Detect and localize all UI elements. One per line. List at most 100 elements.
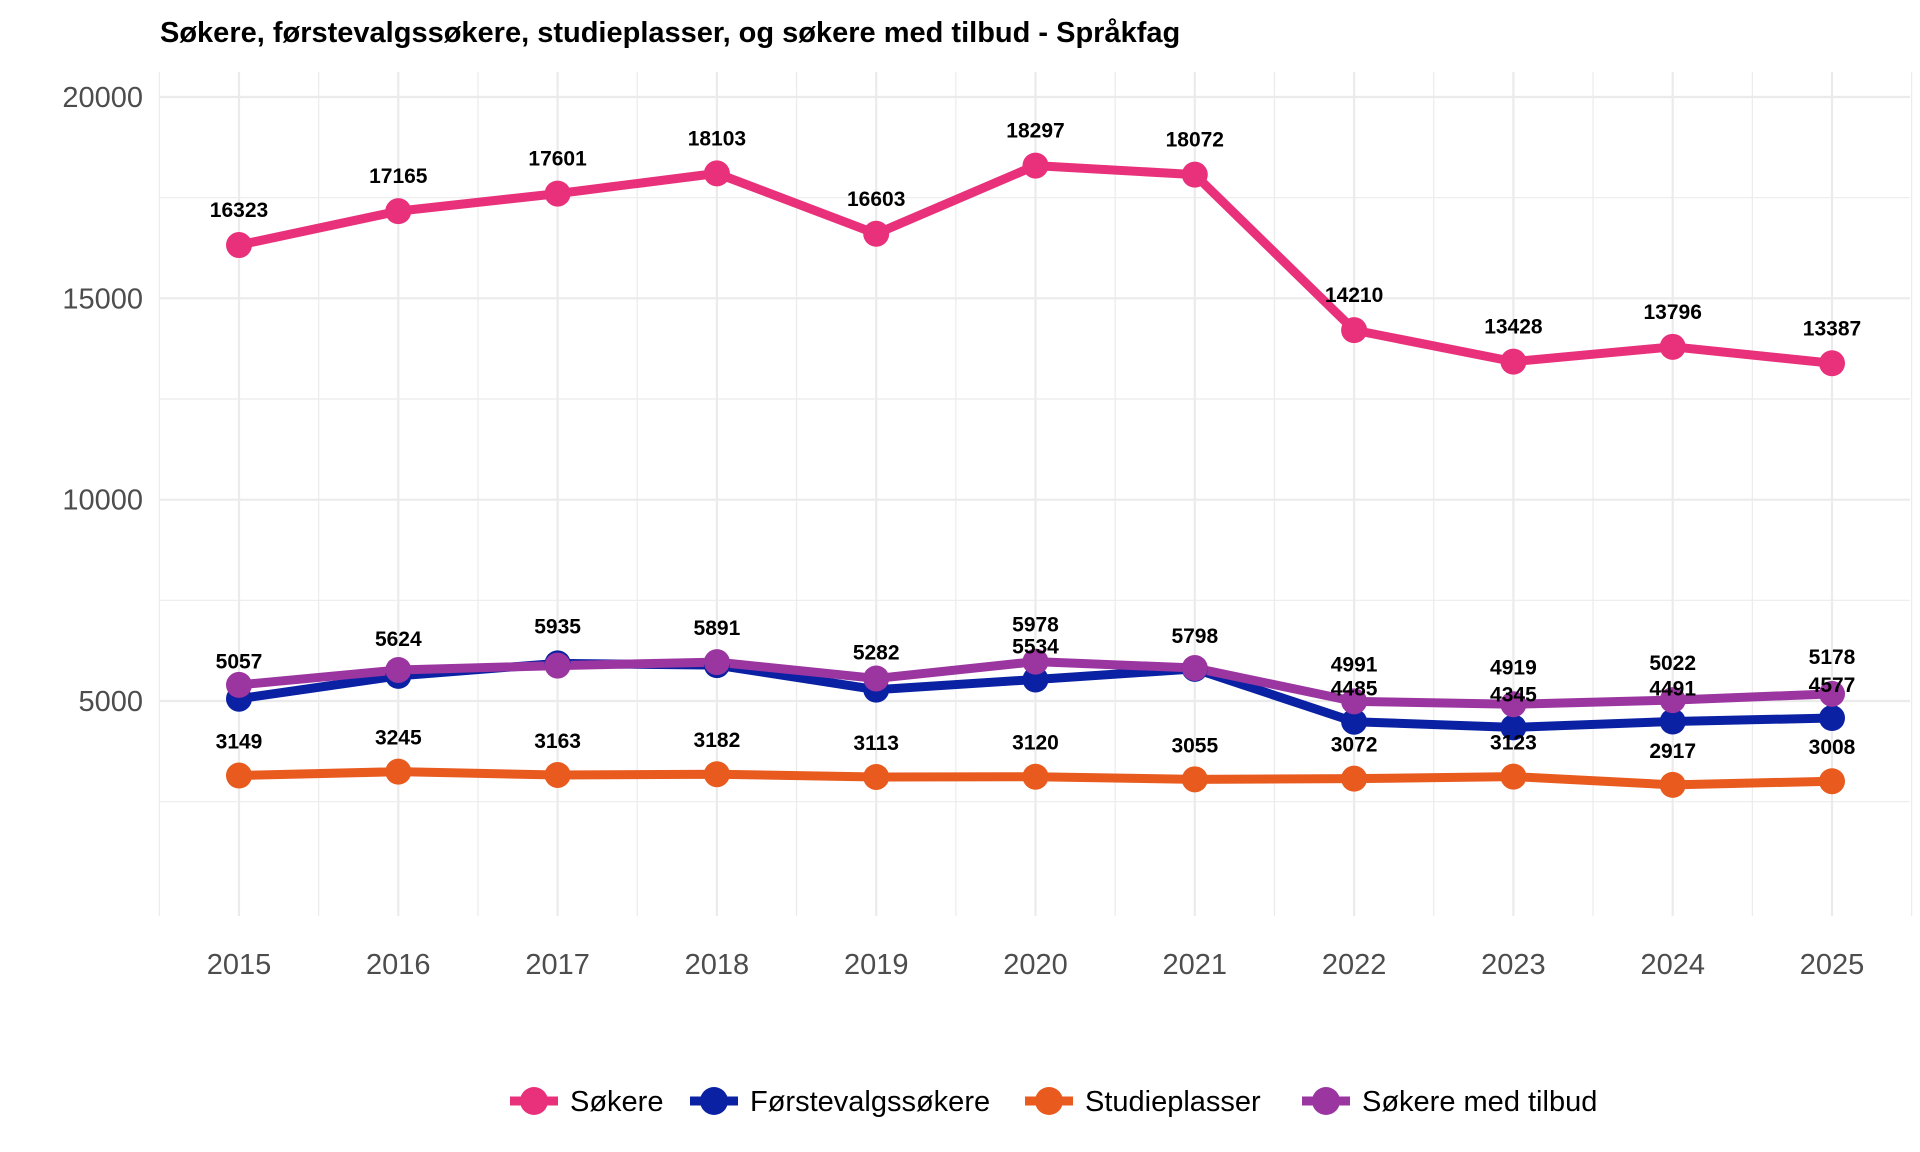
legend-label: Søkere (570, 1086, 663, 1118)
data-label: 5624 (375, 628, 422, 651)
data-label: 3163 (534, 730, 581, 753)
data-point (1819, 705, 1845, 732)
x-tick-label: 2018 (685, 949, 750, 981)
data-label: 3182 (694, 729, 741, 752)
data-point (863, 665, 890, 692)
data-point (1341, 708, 1368, 735)
data-label: 4991 (1331, 653, 1378, 676)
data-point (1500, 691, 1527, 718)
data-label: 16603 (847, 188, 905, 211)
data-labels: 16323 17165 17601 18103 16603 18297 18072 14210… (210, 120, 1861, 763)
data-label: 5057 (216, 651, 263, 674)
x-tick-label: 2023 (1481, 949, 1546, 981)
data-point (1022, 648, 1049, 675)
data-point (863, 220, 890, 247)
data-label: 5798 (1171, 625, 1218, 648)
data-point (1181, 654, 1208, 681)
data-point (1022, 666, 1049, 693)
data-label: 5178 (1809, 646, 1856, 669)
x-tick-label: 2015 (207, 949, 272, 981)
data-label: 3008 (1809, 736, 1856, 759)
data-label: 3245 (375, 727, 422, 750)
chart-title: Søkere, førstevalgssøkere, studieplasser… (160, 17, 1180, 49)
data-label: 5534 (1012, 635, 1059, 658)
data-label: 3123 (1490, 732, 1537, 755)
data-label: 4577 (1809, 674, 1856, 697)
data-point (385, 198, 412, 225)
data-point (703, 160, 730, 187)
x-tick-label: 2024 (1640, 949, 1705, 981)
data-point (1659, 333, 1686, 360)
data-label: 13796 (1643, 301, 1701, 324)
data-label: 5891 (694, 617, 741, 640)
data-point (544, 180, 571, 207)
data-label: 3113 (853, 732, 899, 755)
legend-item: Søkere (510, 1086, 663, 1118)
data-label: 18072 (1166, 129, 1224, 152)
data-point (1819, 350, 1845, 377)
data-label: 4491 (1649, 677, 1696, 700)
data-point (1341, 317, 1368, 344)
data-point (226, 232, 252, 259)
data-label: 3055 (1171, 734, 1218, 757)
data-point (226, 671, 252, 698)
y-tick-label: 15000 (62, 283, 143, 315)
data-label: 3149 (216, 731, 263, 754)
data-point (1819, 680, 1845, 707)
x-tick-label: 2025 (1800, 949, 1865, 981)
data-label: 4919 (1490, 656, 1537, 679)
legend-marker (1035, 1087, 1063, 1115)
data-point (1819, 768, 1845, 795)
x-tick-label: 2020 (1003, 949, 1068, 981)
x-axis-ticks: 2015 2016 2017 2018 2019 2020 2021 2022 2023 2024… (207, 949, 1865, 981)
legend-item: Førstevalgssøkere (690, 1086, 990, 1118)
x-tick-label: 2019 (844, 949, 909, 981)
series-points (226, 152, 1845, 798)
data-point (1500, 763, 1527, 790)
data-label: 4345 (1490, 683, 1537, 706)
data-point (863, 763, 890, 790)
data-point (1181, 161, 1208, 188)
data-label: 5935 (534, 615, 581, 638)
legend-label: Førstevalgssøkere (750, 1086, 990, 1118)
data-label: 2917 (1649, 740, 1696, 763)
data-point (226, 762, 252, 789)
data-point (544, 652, 571, 679)
data-point (1341, 688, 1368, 715)
data-label: 17601 (528, 148, 587, 171)
data-point (1341, 765, 1368, 792)
data-point (544, 761, 571, 788)
data-label: 13428 (1484, 316, 1543, 339)
legend-item: Studieplasser (1025, 1086, 1261, 1118)
y-tick-label: 5000 (78, 686, 143, 718)
data-point (1022, 763, 1049, 790)
data-point (1500, 348, 1527, 375)
data-point (1181, 766, 1208, 793)
data-point (703, 761, 730, 788)
y-axis-ticks: 5000 10000 15000 20000 (62, 82, 143, 718)
data-label: 5282 (853, 642, 900, 665)
data-label: 16323 (210, 199, 268, 222)
data-point (385, 656, 412, 683)
legend: Søkere Førstevalgssøkere Studieplasser Søke… (510, 1086, 1597, 1118)
legend-marker (700, 1087, 728, 1115)
data-label: 5022 (1649, 652, 1696, 675)
y-tick-label: 20000 (62, 82, 143, 114)
legend-label: Studieplasser (1085, 1086, 1261, 1118)
legend-item: Søkere med tilbud (1302, 1086, 1597, 1118)
data-point (1500, 714, 1527, 741)
data-label: 18103 (688, 127, 746, 150)
data-label: 14210 (1325, 284, 1383, 307)
legend-marker (1312, 1087, 1340, 1115)
data-label: 3120 (1012, 732, 1059, 755)
data-label: 18297 (1006, 120, 1064, 143)
data-label: 13387 (1803, 317, 1861, 340)
data-point (703, 649, 730, 676)
data-point (1659, 708, 1686, 735)
x-tick-label: 2016 (366, 949, 431, 981)
data-label: 3072 (1331, 734, 1378, 757)
data-label: 17165 (369, 165, 428, 188)
x-tick-label: 2021 (1163, 949, 1228, 981)
